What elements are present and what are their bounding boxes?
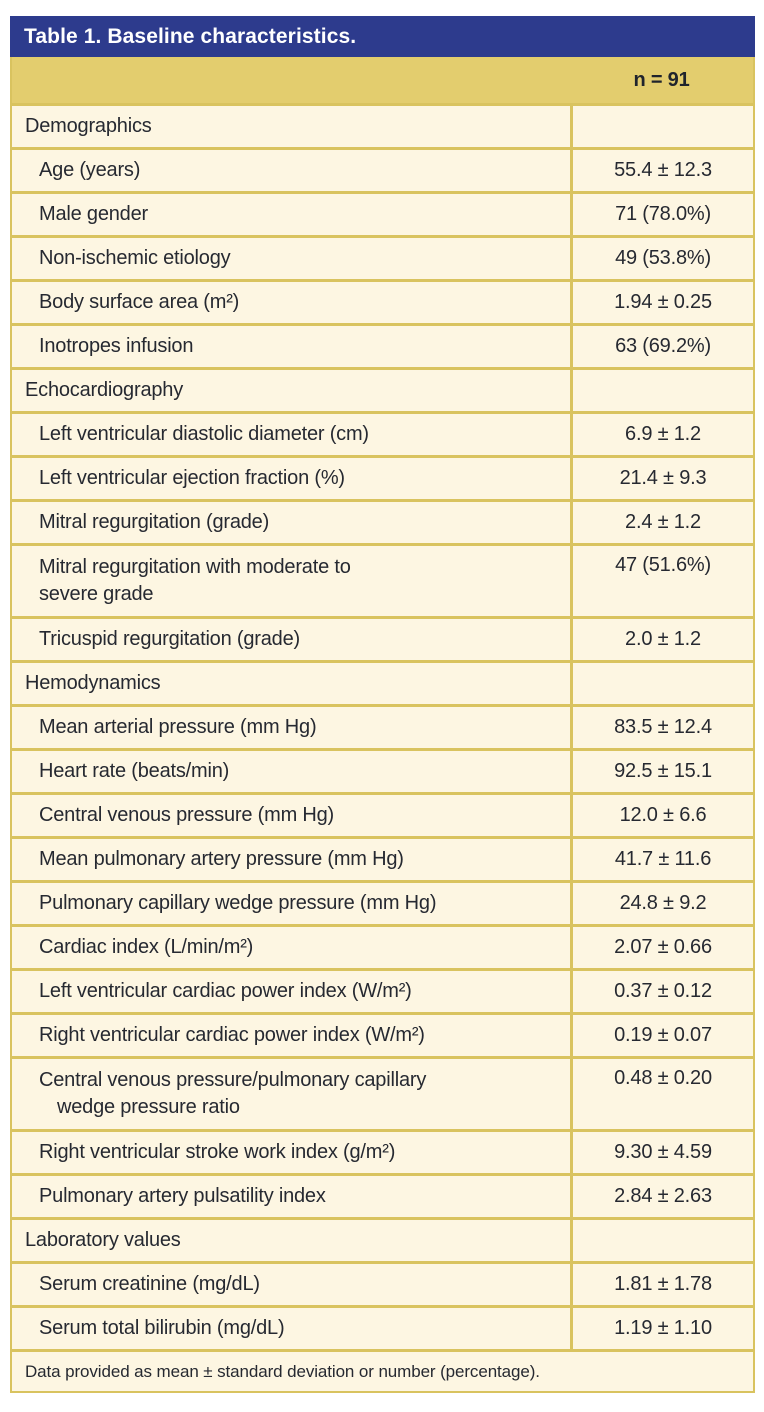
section-value-empty (570, 1220, 753, 1261)
footnote: Data provided as mean ± standard deviati… (25, 1362, 540, 1381)
row-value: 0.48 ± 0.20 (570, 1059, 753, 1129)
table-row: Mean arterial pressure (mm Hg) 83.5 ± 12.… (12, 704, 753, 748)
row-value: 92.5 ± 15.1 (570, 751, 753, 792)
table-row: Left ventricular cardiac power index (W/… (12, 968, 753, 1012)
row-value: 71 (78.0%) (570, 194, 753, 235)
table-row: Mitral regurgitation (grade) 2.4 ± 1.2 (12, 499, 753, 543)
table: n = 91 Demographics Age (years) 55.4 ± 12.… (10, 57, 755, 1393)
row-label: Right ventricular stroke work index (g/m… (39, 1141, 396, 1163)
row-value: 6.9 ± 1.2 (570, 414, 753, 455)
section-value-empty (570, 663, 753, 704)
table-row: Cardiac index (L/min/m²) 2.07 ± 0.66 (12, 924, 753, 968)
row-label: Serum total bilirubin (mg/dL) (39, 1317, 285, 1339)
row-value: 41.7 ± 11.6 (570, 839, 753, 880)
row-value: 55.4 ± 12.3 (570, 150, 753, 191)
table-body: Demographics Age (years) 55.4 ± 12.3 Male g… (12, 103, 753, 1349)
row-value: 2.4 ± 1.2 (570, 502, 753, 543)
row-label: Mitral regurgitation (grade) (39, 511, 270, 533)
table-row: Heart rate (beats/min) 92.5 ± 15.1 (12, 748, 753, 792)
table-row: Mean pulmonary artery pressure (mm Hg) 41… (12, 836, 753, 880)
row-value: 21.4 ± 9.3 (570, 458, 753, 499)
row-label: Cardiac index (L/min/m²) (39, 936, 254, 958)
table-row: Right ventricular cardiac power index (W… (12, 1012, 753, 1056)
section-value-empty (570, 370, 753, 411)
table-row: Body surface area (m²) 1.94 ± 0.25 (12, 279, 753, 323)
table-row: Central venous pressure/pulmonary capill… (12, 1056, 753, 1129)
row-label: Left ventricular ejection fraction (%) (39, 467, 345, 489)
section-row: Hemodynamics (12, 660, 753, 704)
row-value: 24.8 ± 9.2 (570, 883, 753, 924)
row-label: Tricuspid regurgitation (grade) (39, 628, 300, 650)
row-label: Mean arterial pressure (mm Hg) (39, 716, 317, 738)
section-value-empty (570, 106, 753, 147)
column-header-empty (12, 57, 570, 103)
table-row: Left ventricular ejection fraction (%) 21… (12, 455, 753, 499)
table-row: Left ventricular diastolic diameter (cm)… (12, 411, 753, 455)
table-row: Mitral regurgitation with moderate to se… (12, 543, 753, 616)
table-row: Serum total bilirubin (mg/dL) 1.19 ± 1.10 (12, 1305, 753, 1349)
table-row: Age (years) 55.4 ± 12.3 (12, 147, 753, 191)
row-label: Mitral regurgitation with moderate to se… (39, 556, 351, 605)
row-value: 2.07 ± 0.66 (570, 927, 753, 968)
row-label: Pulmonary artery pulsatility index (39, 1185, 326, 1207)
table-row: Male gender 71 (78.0%) (12, 191, 753, 235)
row-label: Age (years) (39, 159, 141, 181)
table-row: Right ventricular stroke work index (g/m… (12, 1129, 753, 1173)
row-value: 49 (53.8%) (570, 238, 753, 279)
row-value: 9.30 ± 4.59 (570, 1132, 753, 1173)
row-value: 83.5 ± 12.4 (570, 707, 753, 748)
table-title-bar: Table 1. Baseline characteristics. (10, 16, 755, 57)
row-label: Left ventricular diastolic diameter (cm) (39, 423, 369, 445)
table-row: Serum creatinine (mg/dL) 1.81 ± 1.78 (12, 1261, 753, 1305)
section-label: Laboratory values (25, 1229, 181, 1251)
row-label: Serum creatinine (mg/dL) (39, 1273, 260, 1295)
row-label: Right ventricular cardiac power index (W… (39, 1024, 425, 1046)
section-label: Echocardiography (25, 379, 184, 401)
row-label: Mean pulmonary artery pressure (mm Hg) (39, 848, 404, 870)
row-value: 1.19 ± 1.10 (570, 1308, 753, 1349)
column-header-row: n = 91 (12, 57, 753, 103)
section-row: Echocardiography (12, 367, 753, 411)
section-label: Demographics (25, 115, 152, 137)
row-value: 0.37 ± 0.12 (570, 971, 753, 1012)
table-row: Non-ischemic etiology 49 (53.8%) (12, 235, 753, 279)
table-row: Central venous pressure (mm Hg) 12.0 ± 6.… (12, 792, 753, 836)
row-value: 1.81 ± 1.78 (570, 1264, 753, 1305)
row-value: 12.0 ± 6.6 (570, 795, 753, 836)
row-value: 1.94 ± 0.25 (570, 282, 753, 323)
row-label: Pulmonary capillary wedge pressure (mm H… (39, 892, 437, 914)
table-row: Pulmonary artery pulsatility index 2.84 ±… (12, 1173, 753, 1217)
table-row: Inotropes infusion 63 (69.2%) (12, 323, 753, 367)
row-value: 63 (69.2%) (570, 326, 753, 367)
row-label: Central venous pressure (mm Hg) (39, 804, 335, 826)
row-value: 47 (51.6%) (570, 546, 753, 616)
table-row: Tricuspid regurgitation (grade) 2.0 ± 1.2 (12, 616, 753, 660)
row-label: Left ventricular cardiac power index (W/… (39, 980, 412, 1002)
row-label: Male gender (39, 203, 148, 225)
section-row: Laboratory values (12, 1217, 753, 1261)
row-value: 2.0 ± 1.2 (570, 619, 753, 660)
row-label: Non-ischemic etiology (39, 247, 231, 269)
row-value: 2.84 ± 2.63 (570, 1176, 753, 1217)
row-label: Body surface area (m²) (39, 291, 240, 313)
footnote-row: Data provided as mean ± standard deviati… (12, 1349, 753, 1391)
row-label: Heart rate (beats/min) (39, 760, 230, 782)
row-value: 0.19 ± 0.07 (570, 1015, 753, 1056)
table-row: Pulmonary capillary wedge pressure (mm H… (12, 880, 753, 924)
row-label: Inotropes infusion (39, 335, 194, 357)
section-row: Demographics (12, 103, 753, 147)
section-label: Hemodynamics (25, 672, 161, 694)
row-label: Central venous pressure/pulmonary capill… (39, 1069, 427, 1118)
baseline-characteristics-table: Table 1. Baseline characteristics. n = 9… (10, 16, 755, 1393)
table-title: Table 1. Baseline characteristics. (24, 24, 357, 48)
column-header-n: n = 91 (633, 68, 690, 91)
